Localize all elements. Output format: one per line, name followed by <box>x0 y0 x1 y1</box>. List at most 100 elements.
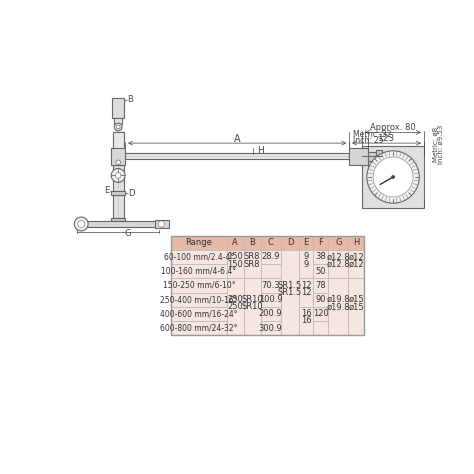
Text: 150: 150 <box>228 259 243 268</box>
Bar <box>111 191 125 195</box>
Bar <box>227 264 244 278</box>
Bar <box>299 307 313 321</box>
Bar <box>111 218 125 221</box>
Text: SR8: SR8 <box>244 252 260 261</box>
Bar <box>348 250 364 264</box>
Text: 28.9: 28.9 <box>261 252 280 261</box>
Circle shape <box>114 123 122 131</box>
Circle shape <box>373 157 413 197</box>
Bar <box>111 148 125 152</box>
Bar <box>171 292 227 307</box>
Bar <box>328 250 348 278</box>
Bar <box>171 321 227 335</box>
Bar <box>171 250 227 264</box>
Bar <box>348 264 364 278</box>
Text: H: H <box>353 238 359 247</box>
Text: Metric: ø8: Metric: ø8 <box>433 127 439 162</box>
Text: SR1.5: SR1.5 <box>278 288 302 297</box>
Text: 123: 123 <box>378 134 395 143</box>
Bar <box>299 307 313 335</box>
Circle shape <box>367 151 419 203</box>
Bar <box>348 292 364 307</box>
Bar <box>281 236 299 250</box>
Bar <box>171 278 227 292</box>
Bar <box>299 278 313 307</box>
Bar <box>281 307 299 321</box>
Circle shape <box>74 217 88 231</box>
Bar <box>112 99 124 118</box>
Bar <box>328 264 348 278</box>
Bar <box>348 250 364 278</box>
Bar <box>227 321 244 335</box>
Text: 100-160 mm/4-6.4°: 100-160 mm/4-6.4° <box>162 267 237 276</box>
Text: 12: 12 <box>301 281 311 290</box>
Bar <box>227 278 244 292</box>
Bar <box>244 292 261 307</box>
Bar <box>281 264 299 278</box>
Bar <box>111 148 125 164</box>
Bar <box>299 264 313 278</box>
Text: 200.9: 200.9 <box>259 310 283 319</box>
Text: Inch: 25: Inch: 25 <box>353 137 383 146</box>
Circle shape <box>392 175 395 179</box>
Bar <box>227 278 244 335</box>
Bar <box>299 250 313 278</box>
Text: 90: 90 <box>315 295 326 304</box>
Text: 120: 120 <box>313 310 328 319</box>
Bar <box>113 164 124 191</box>
Text: E: E <box>303 238 309 247</box>
Circle shape <box>115 173 121 178</box>
Bar <box>281 250 299 264</box>
Bar <box>328 278 348 292</box>
Bar <box>299 250 313 264</box>
Bar <box>227 292 244 307</box>
Text: Metric: 32: Metric: 32 <box>353 130 392 139</box>
Bar <box>244 278 261 292</box>
Bar <box>77 221 159 227</box>
Text: G: G <box>124 229 131 237</box>
Bar <box>313 250 328 264</box>
Circle shape <box>116 125 120 129</box>
Bar <box>227 250 244 264</box>
Circle shape <box>158 221 164 227</box>
Bar <box>349 148 368 164</box>
Bar <box>244 278 261 335</box>
Bar <box>328 307 348 321</box>
Bar <box>244 307 261 321</box>
Text: 60-100 mm/2.4-4°: 60-100 mm/2.4-4° <box>164 252 234 261</box>
Bar <box>313 264 328 278</box>
Bar <box>171 264 227 278</box>
Text: ø15: ø15 <box>348 302 364 311</box>
Circle shape <box>78 220 85 228</box>
Bar <box>244 236 261 250</box>
Bar <box>244 264 261 278</box>
Bar <box>328 292 348 307</box>
Text: 150: 150 <box>228 252 243 261</box>
Bar <box>171 236 364 335</box>
Bar <box>281 250 299 335</box>
Bar <box>113 132 124 148</box>
Bar <box>261 307 281 321</box>
Text: 300.9: 300.9 <box>259 324 283 333</box>
Bar <box>261 236 281 250</box>
Text: SR8: SR8 <box>244 259 260 268</box>
Text: 70.3: 70.3 <box>261 281 280 290</box>
Bar <box>171 307 227 321</box>
Bar <box>125 153 349 158</box>
Text: D: D <box>128 190 135 199</box>
Text: ø12: ø12 <box>348 252 364 261</box>
Bar <box>261 292 281 307</box>
Circle shape <box>111 169 125 182</box>
Bar <box>313 278 328 292</box>
Text: 250: 250 <box>228 302 243 311</box>
Text: ø12: ø12 <box>348 259 364 268</box>
Bar <box>281 292 299 307</box>
Text: F: F <box>318 238 323 247</box>
Text: 16: 16 <box>301 317 311 326</box>
Text: ø19.8: ø19.8 <box>327 295 350 304</box>
Text: SR1.5: SR1.5 <box>278 281 302 290</box>
Text: D: D <box>287 238 293 247</box>
Bar <box>348 278 364 335</box>
Text: E: E <box>104 186 109 195</box>
Bar <box>328 236 348 250</box>
